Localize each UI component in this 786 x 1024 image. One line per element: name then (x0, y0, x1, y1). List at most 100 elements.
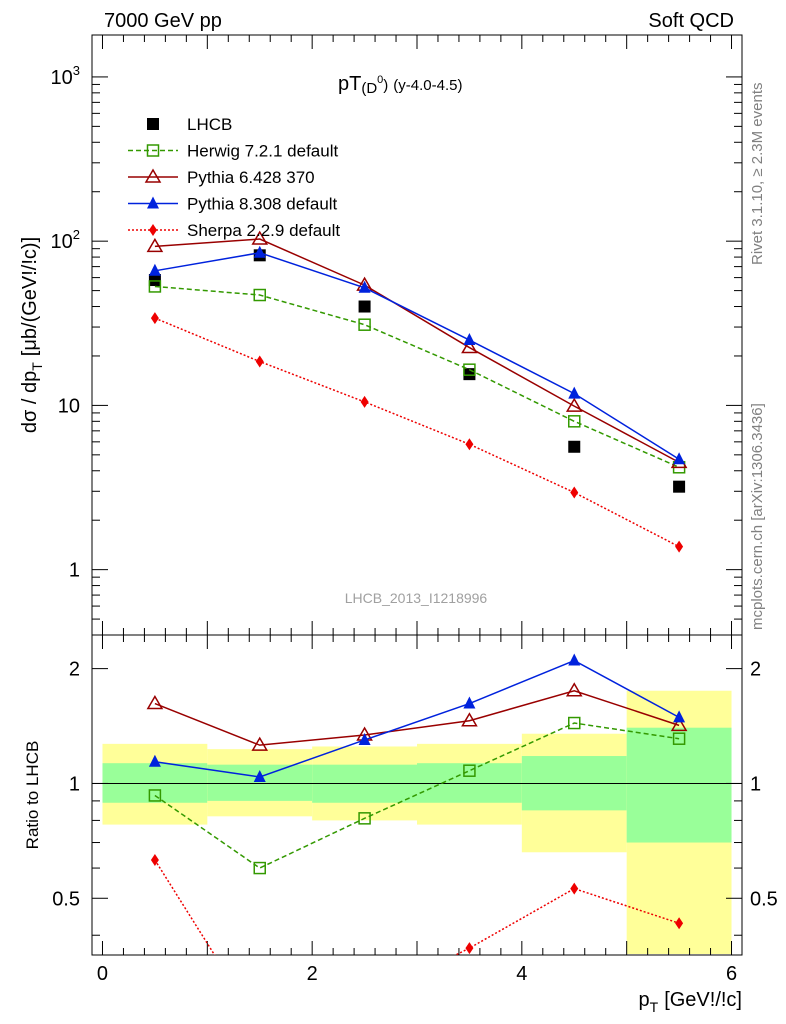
legend-entry-sherpa-2-2-9-default: Sherpa 2.2.9 default (128, 221, 340, 240)
ratio-point-pythia-8-308-default-3 (463, 696, 476, 709)
point-pythia-8-308-default-0 (148, 263, 161, 276)
title-sup: 0 (377, 74, 383, 86)
legend-marker-sherpa-2-2-9-default (149, 224, 157, 236)
point-sherpa-2-2-9-default-2 (360, 395, 369, 408)
ratio-point-herwig-7-2-1-default-3 (463, 764, 476, 777)
ratio-point-pythia-6-428-370-1 (251, 736, 269, 751)
plot-title: pT(D0) (y-4.0-4.5) (338, 73, 462, 97)
ratio-point-herwig-7-2-1-default-1 (253, 861, 266, 875)
ratio-point-pythia-6-428-370-3 (461, 712, 478, 727)
ratio-y-tick-label-left-0: 0.5 (52, 888, 80, 910)
legend-label-lhcb: LHCB (187, 115, 232, 134)
legend-label-herwig-7-2-1-default: Herwig 7.2.1 default (187, 142, 338, 161)
mcplots-label: mcplots.cern.ch [arXiv:1306.3436] (749, 403, 766, 630)
legend: LHCB Herwig 7.2.1 default Pythia 6.428 370… (128, 115, 340, 240)
main-y-tick-base: 10 (51, 67, 73, 89)
series-line-pythia-6-428-370 (154, 238, 680, 464)
series-line-herwig-7-2-1-default (154, 285, 680, 468)
ratio-point-herwig-7-2-1-default-0 (148, 789, 162, 802)
ratio-point-sherpa-2-2-9-default-5 (675, 917, 684, 930)
legend-label-sherpa-2-2-9-default: Sherpa 2.2.9 default (187, 221, 340, 240)
ratio-series-sherpa-2-2-9-default (150, 853, 684, 955)
main-series (146, 230, 688, 553)
series-lhcb (148, 249, 686, 493)
legend-label-pythia-6-428-370: Pythia 6.428 370 (187, 168, 315, 187)
title-sub: (D (361, 80, 377, 97)
main-y-tick-label-0: 1 (69, 560, 80, 582)
main-y-tick-sup: 3 (73, 63, 80, 78)
ratio-y-ticks: 0.5 0.5 1 1 2 2 (52, 659, 778, 936)
main-ylabel: dσ / dpT [μb/(GeV!/!c)] (19, 237, 45, 433)
ratio-point-pythia-8-308-default-5 (673, 710, 686, 723)
point-herwig-7-2-1-default-2 (358, 318, 371, 331)
legend-entry-pythia-6-428-370: Pythia 6.428 370 (128, 168, 315, 187)
legend-marker-lhcb (147, 118, 159, 130)
title-range: (y-4.0-4.5) (393, 77, 462, 94)
point-sherpa-2-2-9-default-5 (675, 540, 684, 553)
x-tick-label-0: 0 (97, 963, 108, 985)
ratio-point-herwig-7-2-1-default-2 (358, 812, 371, 825)
main-ylabel-text: dσ / dp (19, 371, 41, 433)
main-y-tick-label-3: 103 (51, 63, 80, 89)
main-y-tick-sup: 2 (73, 227, 80, 242)
analysis-watermark: LHCB_2013_I1218996 (345, 590, 488, 606)
ratio-point-pythia-8-308-default-0 (148, 754, 161, 767)
ratio-line-pythia-8-308-default (154, 659, 680, 778)
header-left: 7000 GeV pp (104, 10, 222, 32)
series-herwig-7-2-1-default (148, 280, 686, 474)
header-right: Soft QCD (648, 10, 734, 32)
ratio-point-pythia-6-428-370-5 (670, 716, 688, 732)
xlabel-text: p (639, 989, 650, 1011)
x-tick-label-1: 2 (307, 963, 318, 985)
point-sherpa-2-2-9-default-1 (255, 355, 264, 368)
point-pythia-6-428-370-1 (251, 230, 269, 245)
point-sherpa-2-2-9-default-4 (570, 486, 579, 499)
x-tick-label-2: 4 (516, 963, 527, 985)
ratio-point-herwig-7-2-1-default-5 (672, 732, 686, 745)
xlabel-sub: T (650, 999, 659, 1015)
ratio-y-tick-label-right-2: 2 (750, 659, 761, 681)
point-herwig-7-2-1-default-4 (568, 415, 581, 428)
legend-entry-pythia-8-308-default: Pythia 8.308 default (128, 195, 338, 214)
point-lhcb-0 (148, 274, 161, 287)
ratio-line-herwig-7-2-1-default (154, 722, 680, 869)
series-sherpa-2-2-9-default (150, 312, 684, 553)
ratio-bands (102, 690, 732, 954)
series-line-pythia-8-308-default (154, 251, 680, 460)
ratio-point-pythia-8-308-default-4 (568, 653, 581, 666)
series-line-sherpa-2-2-9-default (154, 317, 680, 548)
point-lhcb-5 (673, 480, 686, 493)
ratio-point-pythia-8-308-default-1 (253, 769, 266, 782)
ratio-point-herwig-7-2-1-default-4 (568, 716, 581, 730)
point-herwig-7-2-1-default-0 (148, 280, 162, 293)
ratio-point-sherpa-2-2-9-default-0 (150, 853, 159, 866)
legend-marker-pythia-8-308-default (147, 196, 159, 209)
ratio-series-pythia-6-428-370 (146, 682, 688, 751)
main-y-tick-base: 10 (51, 231, 73, 253)
ratio-point-sherpa-2-2-9-default-4 (570, 882, 579, 895)
x-ticks: 0 2 4 6 (97, 35, 737, 985)
ratio-point-pythia-6-428-370-0 (146, 695, 164, 710)
ratio-y-tick-label-right-0: 0.5 (750, 888, 778, 910)
rivet-label: Rivet 3.1.10, ≥ 2.3M events (749, 83, 766, 266)
x-axis-label: pT [GeV!/!c] (639, 989, 743, 1015)
point-lhcb-4 (568, 440, 581, 453)
ratio-series (146, 653, 688, 955)
ratio-line-sherpa-2-2-9-default (154, 859, 680, 955)
series-pythia-8-308-default (148, 245, 686, 465)
legend-marker-pythia-6-428-370 (144, 168, 162, 183)
ratio-point-pythia-8-308-default-2 (358, 732, 371, 745)
title-main: pT (338, 73, 361, 95)
main-y-tick-label-2: 102 (51, 227, 80, 253)
ratio-y-tick-label-left-2: 2 (69, 659, 80, 681)
title-close: ) (383, 77, 388, 94)
ratio-ylabel: Ratio to LHCB (23, 741, 42, 850)
point-herwig-7-2-1-default-1 (253, 288, 266, 302)
legend-entry-herwig-7-2-1-default: Herwig 7.2.1 default (128, 142, 338, 161)
legend-marker-herwig-7-2-1-default (146, 144, 160, 157)
xlabel-unit: [GeV!/!c] (664, 989, 742, 1011)
ratio-y-tick-label-left-1: 1 (69, 773, 80, 795)
main-ylabel-unit: [μb/(GeV!/!c)] (19, 237, 41, 356)
point-pythia-8-308-default-5 (673, 452, 686, 465)
